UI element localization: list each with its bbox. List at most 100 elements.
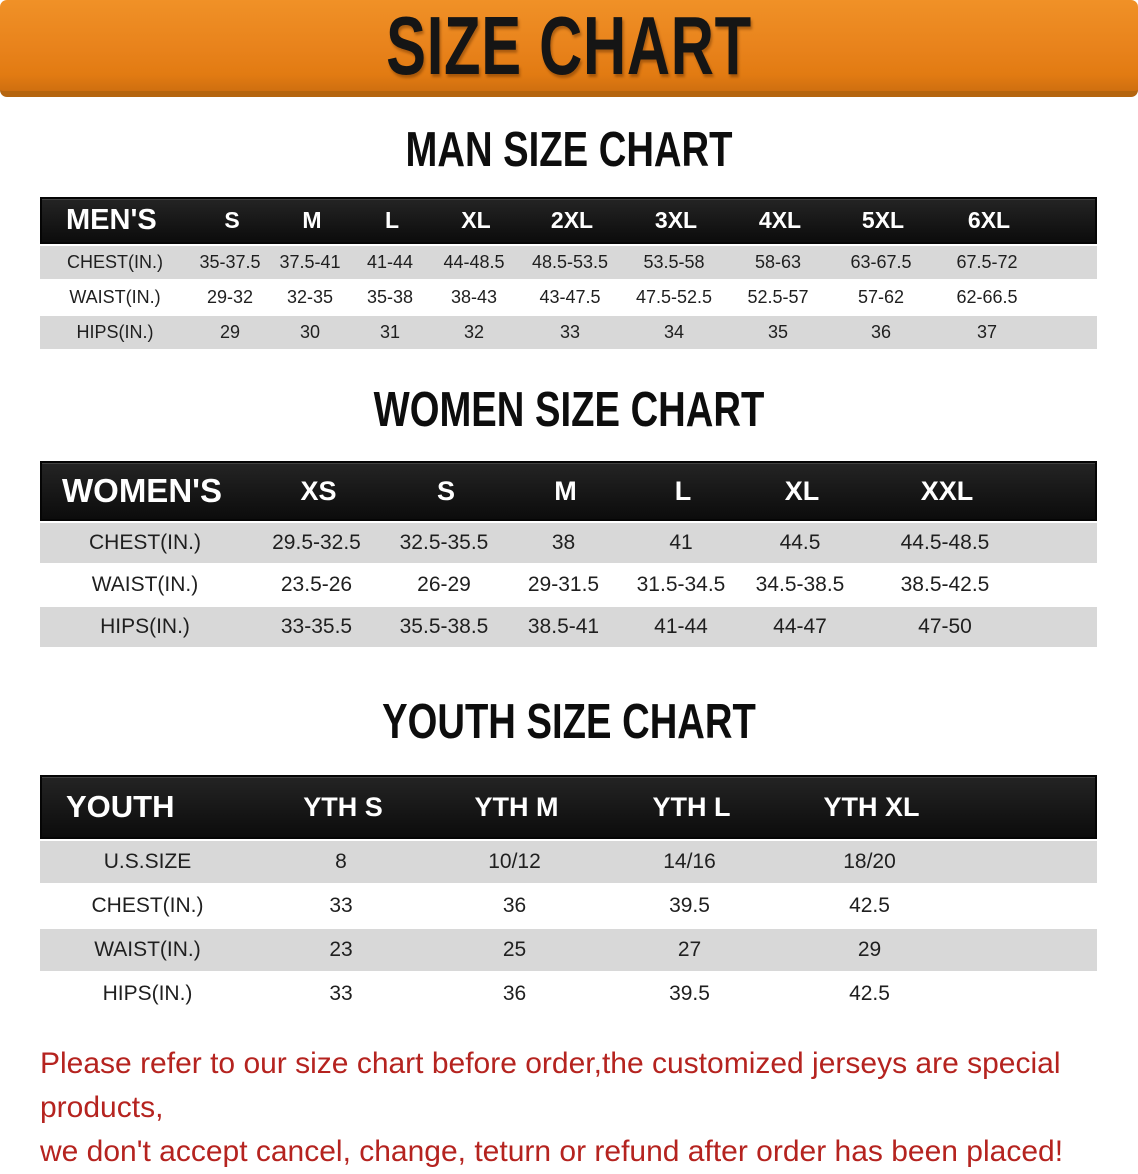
column-label: 3XL: [654, 207, 698, 233]
cell-value: 58-63: [754, 252, 802, 272]
column-label: YTH XL: [823, 791, 920, 822]
column-label: XL: [784, 475, 820, 506]
cell-value: 27: [677, 938, 702, 961]
cell-value: 34.5-38.5: [755, 573, 845, 596]
cell-value: 29: [857, 938, 882, 961]
column-label: S: [436, 475, 455, 506]
cell-value: 35.5-38.5: [399, 615, 489, 638]
cell-value: 32: [463, 322, 485, 342]
table-header-row: YOUTH YTH S YTH M YTH L YTH XL: [40, 775, 1097, 839]
disclaimer: Please refer to our size chart before or…: [40, 1042, 1108, 1174]
table-row: CHEST(IN.) 35-37.5 37.5-41 41-44 44-48.5 48.5…: [40, 246, 1097, 279]
cell-value: 39.5: [669, 894, 710, 917]
row-label: CHEST(IN.): [67, 252, 163, 272]
table-header-row: WOMEN'S XS S M L XL XXL: [40, 461, 1097, 521]
page-title: SIZE CHART: [386, 0, 752, 92]
row-label: HIPS(IN.): [100, 615, 190, 638]
cell-value: 38-43: [450, 287, 498, 307]
cell-value: 42.5: [849, 982, 890, 1005]
table-row: CHEST(IN.) 29.5-32.5 32.5-35.5 38 41 44.5 44.5…: [40, 523, 1097, 563]
cell-value: 42.5: [849, 894, 890, 917]
cell-value: 36: [870, 322, 892, 342]
cell-value: 53.5-58: [643, 252, 705, 272]
size-table: YOUTH YTH S YTH M YTH L YTH XL U.S.SIZE 8 10/12…: [40, 775, 1097, 1015]
cell-value: 31: [379, 322, 401, 342]
table-row: CHEST(IN.) 33 36 39.5 42.5: [40, 885, 1097, 927]
banner: SIZE CHART: [0, 0, 1138, 97]
size-table: WOMEN'S XS S M L XL XXL CHEST(IN.) 29.5-32.5 32.5…: [40, 461, 1097, 647]
cell-value: 38: [551, 531, 576, 554]
section-youth: YOUTH SIZE CHART YOUTH YTH S YTH M YTH L YTH …: [0, 694, 1138, 1015]
column-label: 4XL: [758, 207, 802, 233]
cell-value: 67.5-72: [956, 252, 1018, 272]
cell-value: 38.5-41: [527, 615, 600, 638]
cell-value: 23.5-26: [280, 573, 353, 596]
cell-value: 34: [663, 322, 685, 342]
table-row: HIPS(IN.) 33-35.5 35.5-38.5 38.5-41 41-44 44-…: [40, 607, 1097, 647]
cell-value: 33-35.5: [280, 615, 353, 638]
section-women: WOMEN SIZE CHART WOMEN'S XS S M L XL XXL CHEST(I…: [0, 382, 1138, 647]
table-group-label: YOUTH: [66, 789, 175, 824]
cell-value: 41-44: [654, 615, 708, 638]
column-label: L: [384, 207, 400, 233]
cell-value: 44.5-48.5: [900, 531, 990, 554]
cell-value: 32-35: [286, 287, 334, 307]
cell-value: 52.5-57: [747, 287, 809, 307]
cell-value: 32.5-35.5: [399, 531, 489, 554]
cell-value: 29-32: [206, 287, 254, 307]
row-label: CHEST(IN.): [89, 531, 201, 554]
section-men: MAN SIZE CHART MEN'S S M L XL 2XL 3XL 4XL 5XL 6XL C…: [0, 122, 1138, 349]
cell-value: 29: [219, 322, 241, 342]
column-label: YTH S: [303, 791, 383, 822]
cell-value: 33: [329, 982, 353, 1005]
cell-value: 25: [502, 938, 527, 961]
column-label: XL: [461, 207, 491, 233]
disclaimer-line-2: we don't accept cancel, change, teturn o…: [40, 1135, 1064, 1168]
table-header-row: MEN'S S M L XL 2XL 3XL 4XL 5XL 6XL: [40, 197, 1097, 244]
cell-value: 41: [669, 531, 693, 554]
cell-value: 18/20: [843, 850, 896, 873]
row-label: U.S.SIZE: [103, 850, 192, 873]
row-label: WAIST(IN.): [69, 287, 161, 307]
cell-value: 14/16: [663, 850, 716, 873]
table-row: U.S.SIZE 8 10/12 14/16 18/20: [40, 841, 1097, 883]
cell-value: 38.5-42.5: [900, 573, 990, 596]
cell-value: 36: [502, 894, 527, 917]
cell-value: 23: [329, 938, 353, 961]
cell-value: 37: [976, 322, 998, 342]
cell-value: 37.5-41: [279, 252, 341, 272]
table-group-label: WOMEN'S: [62, 472, 223, 509]
cell-value: 35-38: [366, 287, 414, 307]
cell-value: 30: [299, 322, 321, 342]
table-row: WAIST(IN.) 23 25 27 29: [40, 929, 1097, 971]
column-label: 6XL: [967, 207, 1011, 233]
cell-value: 35-37.5: [199, 252, 261, 272]
column-label: M: [302, 207, 322, 233]
disclaimer-line-1: Please refer to our size chart before or…: [40, 1047, 1061, 1124]
section-heading: YOUTH SIZE CHART: [382, 695, 756, 749]
section-heading: WOMEN SIZE CHART: [373, 383, 765, 437]
column-label: XS: [300, 475, 337, 506]
cell-value: 57-62: [857, 287, 905, 307]
row-label: HIPS(IN.): [102, 982, 193, 1005]
cell-value: 29.5-32.5: [272, 531, 361, 554]
cell-value: 26-29: [417, 573, 471, 596]
cell-value: 44-48.5: [443, 252, 505, 272]
table-row: HIPS(IN.) 33 36 39.5 42.5: [40, 973, 1097, 1015]
cell-value: 41-44: [366, 252, 414, 272]
row-label: WAIST(IN.): [94, 938, 201, 961]
cell-value: 63-67.5: [850, 252, 912, 272]
cell-value: 44.5: [779, 531, 821, 554]
column-label: S: [224, 207, 240, 233]
table-row: WAIST(IN.) 29-32 32-35 35-38 38-43 43-47.5 47.…: [40, 281, 1097, 314]
column-label: YTH L: [652, 791, 731, 822]
column-label: 5XL: [861, 207, 905, 233]
cell-value: 35: [767, 322, 789, 342]
cell-value: 43-47.5: [539, 287, 601, 307]
cell-value: 47.5-52.5: [635, 287, 713, 307]
cell-value: 29-31.5: [527, 573, 600, 596]
row-label: WAIST(IN.): [91, 573, 199, 596]
column-label: L: [674, 475, 692, 506]
column-label: M: [554, 475, 577, 506]
table-row: WAIST(IN.) 23.5-26 26-29 29-31.5 31.5-34.5 34…: [40, 565, 1097, 605]
